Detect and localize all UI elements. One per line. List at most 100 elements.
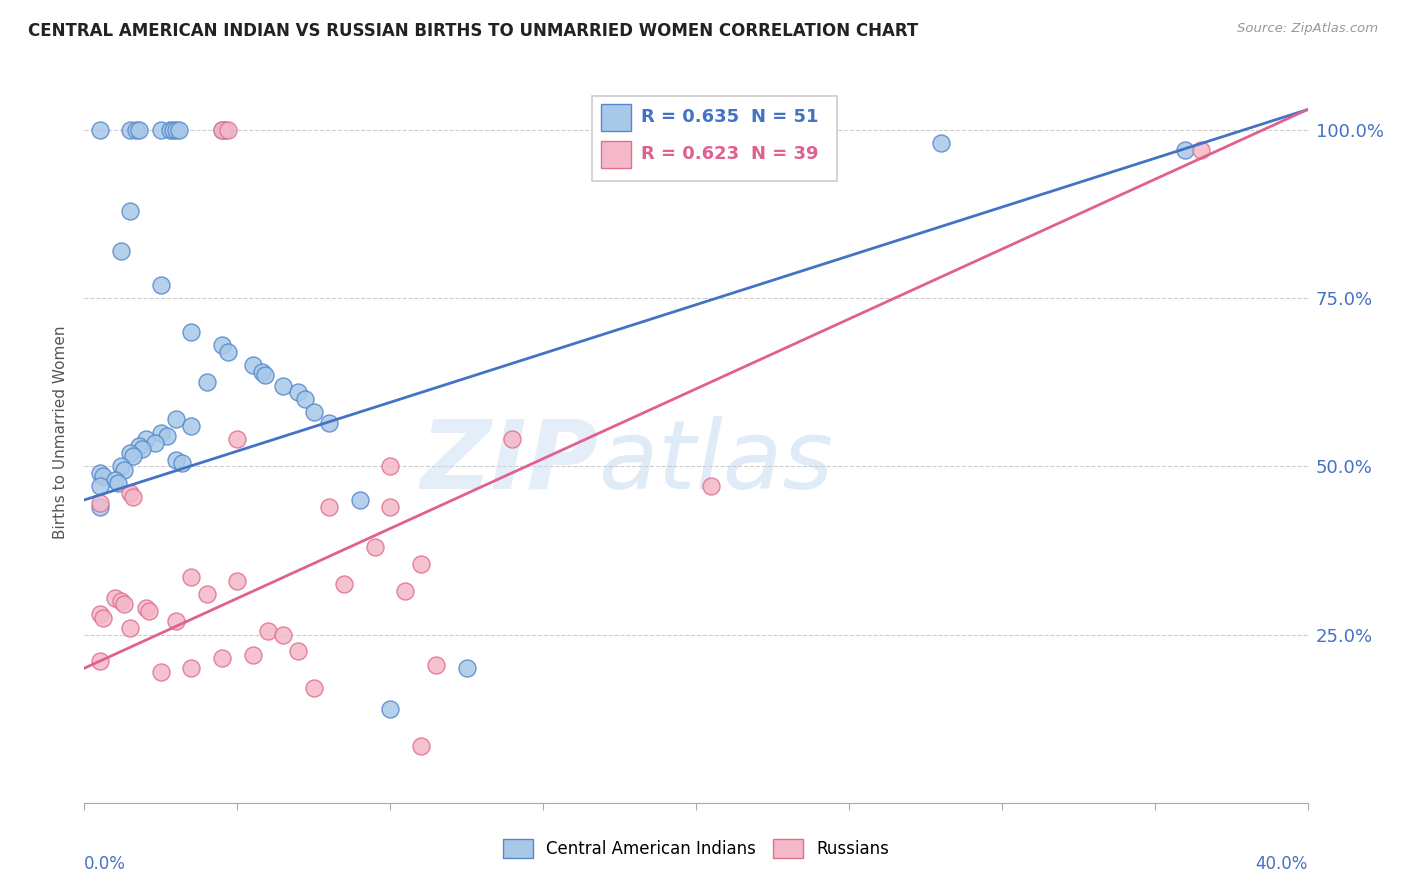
Point [89, 122, 111, 136]
Point [89, 500, 111, 514]
FancyBboxPatch shape [592, 95, 837, 181]
Point [456, 661, 478, 675]
Point [195, 375, 218, 389]
Point [104, 473, 127, 487]
Point [91, 610, 114, 624]
Point [211, 338, 233, 352]
Point [128, 439, 150, 453]
Point [211, 651, 233, 665]
Point [302, 405, 325, 419]
Point [138, 604, 160, 618]
Point [89, 479, 111, 493]
Point [425, 657, 447, 672]
Point [165, 452, 187, 467]
Point [287, 644, 309, 658]
Text: 40.0%: 40.0% [1256, 855, 1308, 872]
Point [165, 122, 187, 136]
Point [226, 433, 249, 447]
Point [294, 392, 316, 406]
Point [349, 492, 371, 507]
Point [120, 446, 142, 460]
Point [217, 122, 239, 136]
Point [135, 600, 157, 615]
Point [214, 122, 236, 136]
Point [120, 122, 142, 136]
Point [149, 425, 172, 440]
Point [318, 416, 340, 430]
Text: ZIP: ZIP [420, 416, 598, 508]
Point [409, 557, 432, 571]
Point [253, 368, 276, 383]
Point [143, 435, 166, 450]
Point [250, 365, 273, 379]
Point [333, 577, 356, 591]
Point [112, 597, 135, 611]
Point [110, 244, 132, 258]
Point [1174, 143, 1197, 157]
Point [135, 433, 157, 447]
Point [211, 122, 233, 136]
Point [217, 344, 239, 359]
Point [165, 614, 187, 628]
Point [104, 591, 127, 605]
Point [195, 587, 218, 601]
Point [120, 486, 142, 500]
Point [180, 418, 202, 433]
Point [700, 479, 723, 493]
Point [112, 462, 135, 476]
Point [120, 203, 142, 218]
Point [89, 466, 111, 480]
Point [156, 429, 179, 443]
Point [149, 277, 172, 292]
Point [257, 624, 280, 639]
Point [172, 456, 194, 470]
Text: atlas: atlas [598, 416, 834, 508]
Y-axis label: Births to Unmarried Women: Births to Unmarried Women [53, 326, 69, 540]
Point [107, 476, 129, 491]
Point [162, 122, 184, 136]
Point [149, 665, 172, 679]
Point [242, 359, 264, 373]
Point [89, 607, 111, 622]
Point [271, 627, 294, 641]
Point [149, 122, 172, 136]
Point [128, 122, 150, 136]
Point [287, 385, 309, 400]
Text: Source: ZipAtlas.com: Source: ZipAtlas.com [1237, 22, 1378, 36]
Point [318, 500, 340, 514]
Point [120, 621, 142, 635]
Point [242, 648, 264, 662]
Point [91, 469, 114, 483]
Point [380, 459, 402, 474]
Text: R = 0.623: R = 0.623 [641, 145, 740, 163]
Point [89, 655, 111, 669]
Point [180, 570, 202, 584]
Text: N = 51: N = 51 [751, 108, 818, 127]
Point [929, 136, 952, 151]
Point [131, 442, 153, 457]
Text: N = 39: N = 39 [751, 145, 818, 163]
Point [180, 325, 202, 339]
Point [110, 459, 132, 474]
Point [226, 574, 249, 588]
Point [180, 661, 202, 675]
Point [159, 122, 181, 136]
Text: R = 0.635: R = 0.635 [641, 108, 740, 127]
FancyBboxPatch shape [600, 141, 631, 168]
Text: CENTRAL AMERICAN INDIAN VS RUSSIAN BIRTHS TO UNMARRIED WOMEN CORRELATION CHART: CENTRAL AMERICAN INDIAN VS RUSSIAN BIRTH… [28, 22, 918, 40]
Legend: Central American Indians, Russians: Central American Indians, Russians [496, 832, 896, 865]
Point [165, 412, 187, 426]
Point [125, 122, 148, 136]
Point [364, 540, 387, 554]
Point [110, 594, 132, 608]
Point [302, 681, 325, 696]
Point [380, 500, 402, 514]
Point [394, 583, 416, 598]
Point [89, 496, 111, 510]
Point [409, 739, 432, 753]
Point [502, 433, 524, 447]
Point [271, 378, 294, 392]
Point [380, 701, 402, 715]
Point [122, 490, 145, 504]
Point [1189, 143, 1212, 157]
